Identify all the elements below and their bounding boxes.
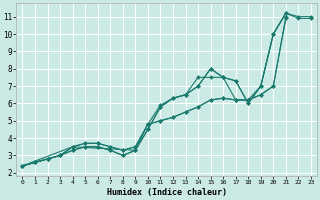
X-axis label: Humidex (Indice chaleur): Humidex (Indice chaleur) [107, 188, 227, 197]
